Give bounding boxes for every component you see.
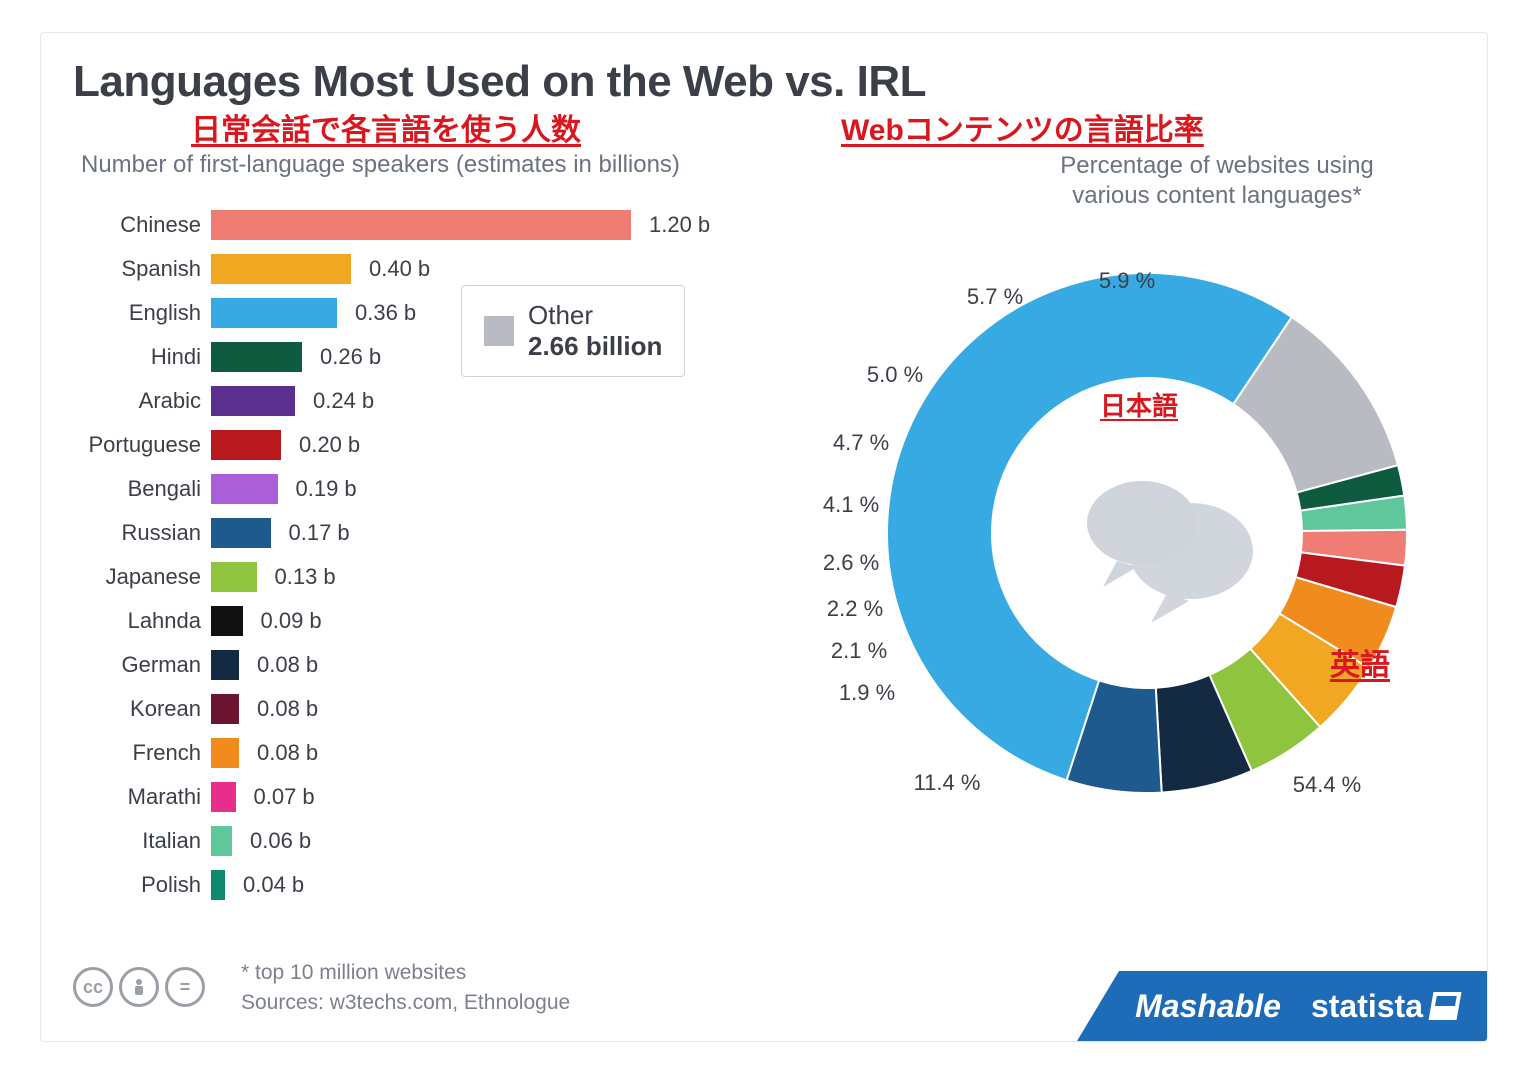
bar [211,474,278,504]
bar-row: Arabic 0.24 b [61,379,741,423]
bar-label: Arabic [61,388,211,414]
bar-value: 0.04 b [235,872,304,898]
footnote-line2: Sources: w3techs.com, Ethnologue [241,988,570,1017]
cc-nd-icon: = [165,967,205,1007]
bar [211,562,257,592]
bar [211,738,239,768]
statista-logo: statista [1311,988,1459,1025]
bar-row: Russian 0.17 b [61,511,741,555]
main-title: Languages Most Used on the Web vs. IRL [73,57,1455,107]
bar-label: Bengali [61,476,211,502]
legend-label: Other [528,300,662,331]
donut-label: 5.7 % [967,284,1023,310]
donut-svg [847,233,1447,833]
donut-label: 2.2 % [827,596,883,622]
other-legend-box: Other 2.66 billion [461,285,685,377]
cc-icon: cc [73,967,113,1007]
bar-value: 0.07 b [246,784,315,810]
bar-value: 0.08 b [249,696,318,722]
bar-row: Italian 0.06 b [61,819,741,863]
bar-value: 0.17 b [281,520,350,546]
statista-icon [1429,992,1462,1020]
bar-label: Portuguese [61,432,211,458]
annotation-pie-jp: 日本語 [1100,386,1178,423]
bar-value: 0.36 b [347,300,416,326]
bar [211,342,302,372]
bar [211,386,295,416]
donut-label: 11.4 % [914,770,981,796]
bar-label: Marathi [61,784,211,810]
bar-value: 0.06 b [242,828,311,854]
donut-label: 4.7 % [833,430,889,456]
donut-label: 5.9 % [1099,268,1155,294]
annotation-pie-en: 英語 [1330,640,1390,684]
annotation-left-jp: 日常会話で各言語を使う人数 [191,105,581,149]
bar [211,430,281,460]
bar-row: Portuguese 0.20 b [61,423,741,467]
bar [211,694,239,724]
donut-label: 2.1 % [831,638,887,664]
bar-label: Polish [61,872,211,898]
chat-bubbles-icon [1087,481,1253,623]
bar-row: Polish 0.04 b [61,863,741,907]
bar-row: Korean 0.08 b [61,687,741,731]
bar-value: 1.20 b [641,212,710,238]
bar [211,782,236,812]
bar [211,650,239,680]
subtitle-left: Number of first-language speakers (estim… [81,151,680,179]
cc-by-icon [119,967,159,1007]
bar-row: French 0.08 b [61,731,741,775]
mashable-logo: Mashable [1135,988,1281,1025]
legend-value: 2.66 billion [528,331,662,362]
subtitle-right: Percentage of websites using various con… [1027,151,1407,211]
bar [211,870,225,900]
bar-label: Chinese [61,212,211,238]
other-swatch [484,316,514,346]
bar-value: 0.24 b [305,388,374,414]
bar [211,606,243,636]
bar-value: 0.08 b [249,740,318,766]
bar-value: 0.40 b [361,256,430,282]
bar-label: Hindi [61,344,211,370]
bar-row: Bengali 0.19 b [61,467,741,511]
bar [211,254,351,284]
bar-row: Japanese 0.13 b [61,555,741,599]
websites-donut-chart: 日本語 英語 54.4 %11.4 %1.9 %2.1 %2.2 %2.6 %4… [847,233,1447,833]
bar-label: Italian [61,828,211,854]
bar [211,298,337,328]
bar-label: Lahnda [61,608,211,634]
bar-value: 0.19 b [288,476,357,502]
statista-text: statista [1311,988,1423,1025]
bar-label: Russian [61,520,211,546]
bar-value: 0.26 b [312,344,381,370]
bar-value: 0.08 b [249,652,318,678]
bar-label: English [61,300,211,326]
footnote: * top 10 million websites Sources: w3tec… [241,958,570,1017]
donut-label: 1.9 % [839,680,895,706]
bar-row: Chinese 1.20 b [61,203,741,247]
brand-bar: Mashable statista [1077,971,1487,1041]
infographic-card: Languages Most Used on the Web vs. IRL 日… [40,32,1488,1042]
bar-value: 0.20 b [291,432,360,458]
bar [211,826,232,856]
bar-value: 0.13 b [267,564,336,590]
bar [211,210,631,240]
donut-label: 2.6 % [823,550,879,576]
bar [211,518,271,548]
bar-label: Spanish [61,256,211,282]
footnote-line1: * top 10 million websites [241,958,570,987]
donut-label: 54.4 % [1293,772,1362,798]
bar-label: Korean [61,696,211,722]
bar-value: 0.09 b [253,608,322,634]
annotation-right-jp: Webコンテンツの言語比率 [841,105,1204,149]
donut-label: 4.1 % [823,492,879,518]
bar-label: Japanese [61,564,211,590]
cc-license-icons: cc = [73,967,205,1007]
bar-label: French [61,740,211,766]
bar-row: German 0.08 b [61,643,741,687]
donut-label: 5.0 % [867,362,923,388]
bar-label: German [61,652,211,678]
bar-row: Marathi 0.07 b [61,775,741,819]
bar-row: Lahnda 0.09 b [61,599,741,643]
